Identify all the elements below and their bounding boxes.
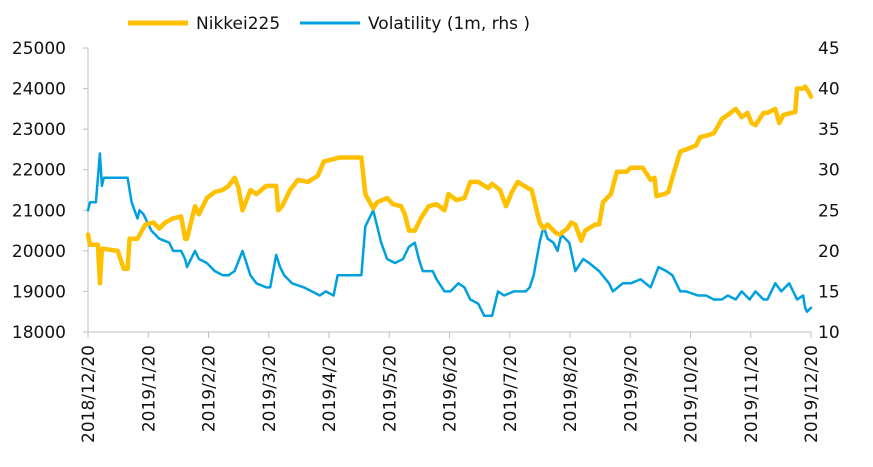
x-tick-label: 2019/12/20 bbox=[802, 345, 822, 443]
right-tick-label: 15 bbox=[818, 282, 840, 302]
axes: 18000 19000 20000 21000 22000 23000 24000 25000… bbox=[12, 39, 840, 443]
legend: Nikkei225 Volatility (1m, rhs ) bbox=[128, 14, 530, 34]
left-tick-label: 19000 bbox=[12, 282, 66, 302]
x-tick-label: 2019/11/20 bbox=[742, 345, 762, 443]
x-tick-label: 2019/8/20 bbox=[561, 345, 581, 432]
nikkei225-series-line bbox=[85, 84, 814, 286]
left-tick-label: 20000 bbox=[12, 242, 66, 262]
right-axis-ticks: 10 15 20 25 30 35 40 45 bbox=[818, 39, 840, 343]
x-tick-label: 2018/12/20 bbox=[79, 345, 99, 443]
right-tick-label: 45 bbox=[818, 39, 840, 59]
left-tick-label: 21000 bbox=[12, 201, 66, 221]
right-tick-label: 10 bbox=[818, 323, 840, 343]
x-axis-ticks: 2018/12/20 2019/1/20 2019/2/20 2019/3/20 201… bbox=[79, 332, 822, 443]
x-tick-label: 2019/7/20 bbox=[501, 345, 521, 432]
legend-label-nikkei225: Nikkei225 bbox=[196, 14, 280, 34]
right-tick-label: 25 bbox=[818, 201, 840, 221]
volatility-series-line bbox=[86, 152, 813, 318]
right-tick-label: 30 bbox=[818, 161, 840, 181]
x-tick-label: 2019/1/20 bbox=[139, 345, 159, 432]
right-tick-label: 35 bbox=[818, 120, 840, 140]
series-layer bbox=[85, 84, 814, 318]
left-tick-label: 18000 bbox=[12, 323, 66, 343]
left-tick-label: 25000 bbox=[12, 39, 66, 59]
x-tick-label: 2019/10/20 bbox=[682, 345, 702, 443]
left-tick-label: 23000 bbox=[12, 120, 66, 140]
x-tick-label: 2019/4/20 bbox=[320, 345, 340, 432]
left-tick-label: 24000 bbox=[12, 80, 66, 100]
x-tick-label: 2019/5/20 bbox=[380, 345, 400, 432]
left-tick-label: 22000 bbox=[12, 161, 66, 181]
left-axis-ticks: 18000 19000 20000 21000 22000 23000 24000 25000 bbox=[12, 39, 88, 343]
right-tick-label: 40 bbox=[818, 80, 840, 100]
legend-label-volatility: Volatility (1m, rhs ) bbox=[368, 14, 530, 34]
x-tick-label: 2019/3/20 bbox=[260, 345, 280, 432]
x-tick-label: 2019/9/20 bbox=[621, 345, 641, 432]
x-tick-label: 2019/6/20 bbox=[441, 345, 461, 432]
right-tick-label: 20 bbox=[818, 242, 840, 262]
x-tick-label: 2019/2/20 bbox=[200, 345, 220, 432]
